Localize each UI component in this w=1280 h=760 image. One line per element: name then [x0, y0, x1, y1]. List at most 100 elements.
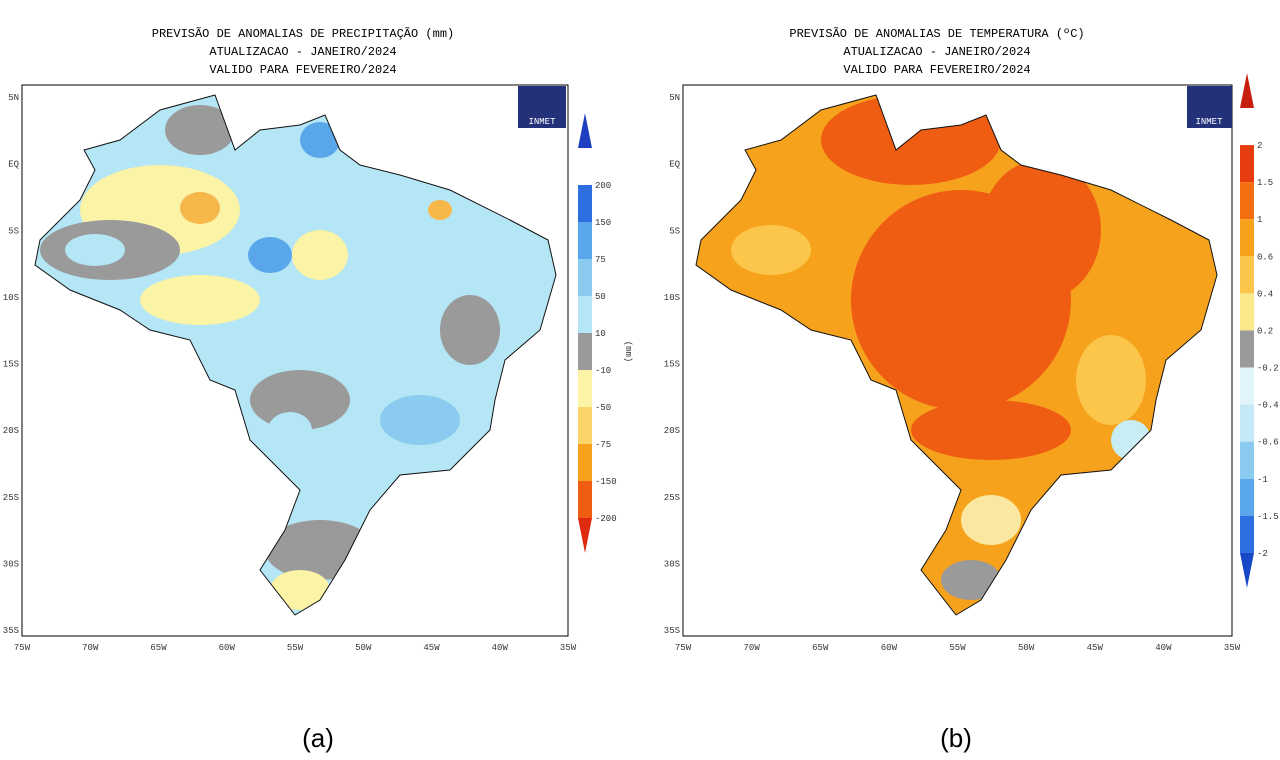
lon-label: 40W: [1155, 643, 1172, 653]
colorbar-swatch: [578, 259, 592, 296]
lat-label: 5N: [8, 93, 19, 103]
colorbar-label: 200: [595, 181, 611, 191]
colorbar-swatch: [1240, 145, 1254, 183]
lon-label: 35W: [1224, 643, 1241, 653]
map-title: ATUALIZACAO - JANEIRO/2024: [209, 45, 396, 59]
unit-label: (mm): [623, 341, 633, 363]
colorbar-swatch: [578, 333, 592, 370]
colorbar-label: -200: [595, 514, 617, 524]
caption: (b): [940, 723, 972, 753]
lon-label: 55W: [949, 643, 966, 653]
lon-label: 50W: [1018, 643, 1035, 653]
lat-label: 5S: [669, 226, 680, 236]
lon-label: 65W: [150, 643, 167, 653]
lat-label: 25S: [3, 493, 19, 503]
colorbar-label: 1.5: [1257, 178, 1273, 188]
colorbar-swatch: [578, 222, 592, 259]
colorbar-label: -0.4: [1257, 401, 1279, 411]
colorbar-label: 0.2: [1257, 326, 1273, 336]
colorbar-label: 0.4: [1257, 289, 1273, 299]
logo-text: INMET: [1195, 117, 1223, 127]
colorbar-swatch: [1240, 330, 1254, 368]
lat-label: EQ: [669, 160, 680, 170]
logo: [1187, 86, 1232, 128]
lat-label: 15S: [664, 360, 680, 370]
lon-label: 60W: [881, 643, 898, 653]
lon-label: 70W: [744, 643, 761, 653]
colorbar-swatch: [1240, 293, 1254, 331]
map-b: [682, 84, 1233, 637]
colorbar-label: -1: [1257, 475, 1268, 485]
caption: (a): [302, 723, 334, 753]
colorbar-swatch: [578, 370, 592, 407]
panel: PREVISÃO DE ANOMALIAS DE PRECIPITAÇÃO (m…: [3, 26, 633, 753]
lat-label: 10S: [3, 293, 19, 303]
colorbar-label: 2: [1257, 141, 1262, 151]
lat-label: 20S: [3, 426, 19, 436]
lat-label: 20S: [664, 426, 680, 436]
colorbar-swatch: [578, 481, 592, 518]
precip-field: [35, 95, 556, 615]
colorbar-swatch: [578, 296, 592, 333]
lon-label: 45W: [1087, 643, 1104, 653]
map-title: VALIDO PARA FEVEREIRO/2024: [209, 63, 396, 77]
colorbar-arrow: [578, 113, 592, 148]
lat-label: 25S: [664, 493, 680, 503]
colorbar-swatch: [578, 185, 592, 222]
map-a: [21, 84, 569, 637]
colorbar-swatch: [1240, 478, 1254, 516]
lon-label: 35W: [560, 643, 577, 653]
colorbar-swatch: [1240, 367, 1254, 405]
colorbar-label: 75: [595, 255, 606, 265]
lon-label: 75W: [14, 643, 31, 653]
colorbar-label: 0.6: [1257, 252, 1273, 262]
colorbar-swatch: [1240, 515, 1254, 553]
lon-label: 75W: [675, 643, 692, 653]
lat-label: 35S: [664, 626, 680, 636]
colorbar-arrow: [1240, 73, 1254, 108]
colorbar-swatch: [578, 407, 592, 444]
colorbar-label: -0.2: [1257, 364, 1279, 374]
colorbar-arrow: [1240, 552, 1254, 588]
lon-label: 65W: [812, 643, 829, 653]
lon-label: 70W: [82, 643, 99, 653]
colorbar-swatch: [1240, 219, 1254, 257]
lat-label: 30S: [664, 559, 680, 569]
map-title: ATUALIZACAO - JANEIRO/2024: [843, 45, 1030, 59]
colorbar-label: -75: [595, 440, 611, 450]
lat-label: 5S: [8, 226, 19, 236]
lat-label: 35S: [3, 626, 19, 636]
lon-label: 60W: [219, 643, 236, 653]
map-title: PREVISÃO DE ANOMALIAS DE PRECIPITAÇÃO (m…: [152, 26, 454, 41]
lat-label: 30S: [3, 559, 19, 569]
colorbar-swatch: [1240, 256, 1254, 294]
colorbar-label: -150: [595, 477, 617, 487]
colorbar-label: 10: [595, 329, 606, 339]
map-title: PREVISÃO DE ANOMALIAS DE TEMPERATURA (ºC…: [789, 26, 1084, 41]
colorbar-label: -2: [1257, 549, 1268, 559]
lat-label: 15S: [3, 360, 19, 370]
lon-label: 55W: [287, 643, 304, 653]
colorbar-label: 1: [1257, 215, 1262, 225]
colorbar-swatch: [1240, 404, 1254, 442]
colorbar-label: 150: [595, 218, 611, 228]
colorbar-arrow: [578, 518, 592, 553]
colorbar-label: -10: [595, 366, 611, 376]
logo-text: INMET: [528, 117, 556, 127]
colorbar-swatch: [1240, 182, 1254, 220]
logo: [518, 86, 566, 128]
lat-label: 5N: [669, 93, 680, 103]
panel: PREVISÃO DE ANOMALIAS DE TEMPERATURA (ºC…: [664, 26, 1279, 753]
lat-label: 10S: [664, 293, 680, 303]
colorbar-label: -50: [595, 403, 611, 413]
lon-label: 40W: [492, 643, 509, 653]
colorbar-swatch: [578, 444, 592, 481]
colorbar-label: 50: [595, 292, 606, 302]
map-title: VALIDO PARA FEVEREIRO/2024: [843, 63, 1030, 77]
lat-label: EQ: [8, 160, 19, 170]
colorbar-label: -1.5: [1257, 512, 1279, 522]
lon-label: 45W: [423, 643, 440, 653]
colorbar-swatch: [1240, 441, 1254, 479]
colorbar-label: -0.6: [1257, 438, 1279, 448]
